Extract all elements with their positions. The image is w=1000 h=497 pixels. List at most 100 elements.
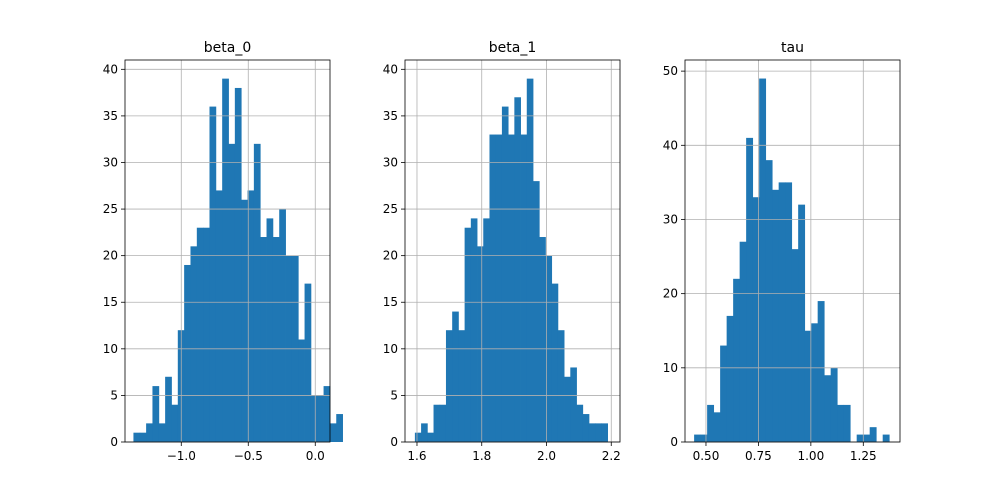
histogram-bar <box>247 190 255 442</box>
histogram-bar <box>165 376 172 442</box>
histogram-bar <box>533 181 540 442</box>
histogram-bar <box>427 432 434 442</box>
histogram-bar <box>260 237 267 442</box>
panel-beta-0: beta_0 −1.0 −0.5 0.0 0 5 10 15 20 25 30 35 40 <box>103 40 343 463</box>
y-tick-label-40: 40 <box>103 62 118 76</box>
y-tick-label-0: 0 <box>110 435 118 449</box>
y-tick-label-5: 5 <box>390 388 398 402</box>
histogram-bar <box>759 78 767 442</box>
histogram-bar <box>304 283 312 442</box>
y-tick-label-30: 30 <box>663 212 678 226</box>
panel-title-beta-1: beta_1 <box>489 40 536 56</box>
histogram-bar <box>501 106 509 442</box>
histogram-bar <box>196 227 204 442</box>
histogram-bar <box>433 404 441 442</box>
x-tick-label-0p5: 0.50 <box>693 449 720 463</box>
histogram-bar <box>477 246 484 442</box>
histogram-bar <box>184 264 191 442</box>
y-tick-label-5: 5 <box>110 388 118 402</box>
histogram-bar <box>470 218 478 442</box>
y-tick-label-20: 20 <box>383 249 398 263</box>
histogram-bar <box>765 160 773 442</box>
y-tick-label-40: 40 <box>663 138 678 152</box>
histogram-bar <box>439 404 447 442</box>
y-tick-label-35: 35 <box>103 109 118 123</box>
y-tick-label-35: 35 <box>383 109 398 123</box>
histogram-bar <box>139 432 147 442</box>
histogram-bar <box>310 395 318 442</box>
histogram-bar <box>856 434 864 442</box>
y-tick-label-50: 50 <box>663 64 678 78</box>
histogram-bar <box>539 237 546 442</box>
histogram-bar <box>720 345 728 442</box>
histogram-bar <box>222 78 229 442</box>
x-tick-label-2: 2.0 <box>537 449 556 463</box>
histogram-bar <box>733 278 741 442</box>
histogram-bar <box>824 375 832 442</box>
x-tick-label-0p75: 0.75 <box>745 449 772 463</box>
histogram-bar <box>739 241 747 442</box>
histogram-bar <box>804 330 812 442</box>
histogram-bar <box>508 134 515 443</box>
histogram-bar <box>158 423 166 442</box>
histogram-bar <box>526 78 534 442</box>
histogram-bar <box>694 434 702 442</box>
histogram-bar <box>869 427 877 442</box>
histogram-bar <box>266 218 274 442</box>
histogram-bar <box>551 283 559 442</box>
axes-frame <box>684 59 901 443</box>
histogram-bar <box>133 432 141 442</box>
histogram-bar <box>215 190 223 442</box>
histogram-bar <box>317 395 324 442</box>
x-tick-label-1p25: 1.25 <box>850 449 877 463</box>
x-tick-label-2p2: 2.2 <box>602 449 621 463</box>
histogram-bar <box>209 106 217 442</box>
x-tick-label-1p6: 1.6 <box>407 449 426 463</box>
panel-tau: tau 0.50 0.75 1.00 1.25 0 10 20 30 40 50 <box>663 40 901 463</box>
y-tick-label-30: 30 <box>103 155 118 169</box>
y-tick-label-10: 10 <box>383 342 398 356</box>
histogram-bar <box>514 97 521 443</box>
histogram-bar <box>752 197 760 442</box>
y-tick-label-25: 25 <box>103 202 118 216</box>
histogram-bar <box>882 434 890 442</box>
y-tick-label-10: 10 <box>103 342 118 356</box>
histogram-bar <box>601 423 608 442</box>
panel-title-tau: tau <box>781 40 804 56</box>
histogram-bar <box>785 182 793 442</box>
histogram-bar <box>713 412 721 442</box>
histogram-bar <box>707 404 715 442</box>
histogram-bar <box>483 218 490 442</box>
y-tick-label-15: 15 <box>103 295 118 309</box>
histogram-bar <box>241 199 248 442</box>
axes-frame <box>404 59 621 443</box>
y-tick-label-30: 30 <box>383 155 398 169</box>
y-tick-label-0: 0 <box>390 435 398 449</box>
histogram-bar <box>778 182 786 442</box>
histogram-bar <box>279 209 286 442</box>
axes-frame <box>124 59 331 443</box>
histogram-bar <box>843 404 851 442</box>
y-tick-label-15: 15 <box>383 295 398 309</box>
y-tick-label-0: 0 <box>670 435 678 449</box>
histogram-bar <box>746 137 754 442</box>
bars <box>414 78 608 443</box>
histogram-bar <box>464 227 472 442</box>
y-tick-label-20: 20 <box>103 249 118 263</box>
histogram-bar <box>253 143 261 442</box>
histogram-bar <box>811 323 819 442</box>
histogram-bar <box>595 423 602 442</box>
histogram-bar <box>791 249 799 442</box>
histogram-bar <box>564 376 571 442</box>
histogram-bar <box>190 246 198 442</box>
y-tick-label-10: 10 <box>663 361 678 375</box>
histogram-bar <box>329 423 337 442</box>
histogram-bar <box>837 404 845 442</box>
x-tick-label-0: 0.0 <box>306 449 325 463</box>
histogram-bar <box>570 367 577 442</box>
histogram-bar <box>830 367 838 442</box>
histogram-bar <box>863 434 871 442</box>
histogram-bar <box>445 330 453 442</box>
histogram-bar <box>146 423 153 442</box>
